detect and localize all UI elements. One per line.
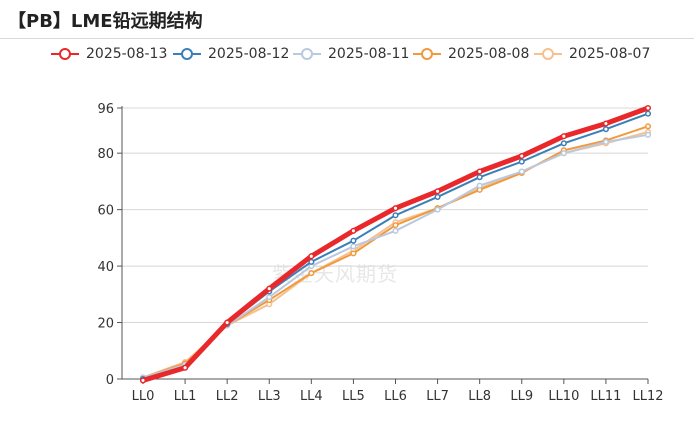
- data-point: [476, 168, 483, 175]
- x-tick-label: LL8: [468, 389, 491, 404]
- data-point: [644, 123, 652, 130]
- series-line: [142, 133, 649, 379]
- x-tick-label: LL0: [132, 389, 155, 404]
- legend-item[interactable]: 2025-08-11: [292, 43, 409, 65]
- y-tick-label: 0: [106, 373, 114, 388]
- data-point: [602, 126, 609, 133]
- data-point: [350, 227, 357, 234]
- legend-item[interactable]: 2025-08-08: [412, 43, 529, 65]
- data-point: [518, 158, 525, 165]
- data-point: [308, 253, 315, 260]
- legend-item[interactable]: 2025-08-13: [50, 43, 167, 65]
- data-point: [602, 120, 609, 127]
- y-tick-label: 96: [97, 102, 114, 117]
- data-point: [139, 377, 147, 384]
- data-point: [308, 270, 315, 277]
- data-point: [602, 138, 609, 145]
- legend-marker-icon: [413, 48, 441, 60]
- data-point: [350, 237, 357, 244]
- x-tick-label: LL2: [216, 389, 239, 404]
- x-tick-label: LL10: [548, 389, 579, 404]
- data-point: [392, 227, 399, 234]
- data-point: [308, 258, 315, 265]
- data-point: [476, 174, 483, 181]
- data-point: [560, 150, 567, 157]
- data-point: [350, 250, 357, 257]
- x-tick-label: LL7: [426, 389, 449, 404]
- y-tick-label: 40: [97, 260, 114, 275]
- x-tick-label: LL9: [510, 389, 533, 404]
- chart-title: 【PB】LME铅远期结构: [8, 11, 203, 32]
- y-tick-label: 60: [97, 204, 114, 219]
- data-point: [266, 285, 273, 292]
- legend-label: 2025-08-07: [569, 46, 651, 62]
- legend-marker-icon: [293, 48, 321, 60]
- x-tick-label: LL6: [384, 389, 407, 404]
- y-tick-label: 80: [97, 147, 114, 162]
- data-point: [434, 193, 441, 200]
- data-point: [182, 364, 189, 371]
- data-point: [476, 182, 483, 189]
- data-point: [350, 243, 357, 250]
- data-point: [518, 152, 525, 160]
- legend-marker-icon: [534, 48, 562, 60]
- data-point: [392, 222, 399, 229]
- data-point: [434, 188, 441, 195]
- x-tick-label: LL3: [258, 389, 281, 404]
- data-point: [392, 205, 399, 212]
- y-tick-label: 20: [97, 317, 114, 332]
- legend-item[interactable]: 2025-08-07: [533, 43, 650, 65]
- data-point: [560, 140, 567, 147]
- legend-marker-icon: [51, 48, 79, 60]
- series-line: [142, 130, 649, 379]
- data-point: [392, 212, 399, 219]
- data-point: [560, 133, 567, 140]
- data-point: [644, 110, 652, 117]
- x-tick-label: LL12: [632, 389, 663, 404]
- legend-label: 2025-08-08: [448, 46, 530, 62]
- data-point: [644, 131, 652, 138]
- legend-label: 2025-08-11: [328, 46, 410, 62]
- data-point: [224, 319, 231, 326]
- series-line: [142, 125, 649, 379]
- x-tick-label: LL5: [342, 389, 365, 404]
- x-tick-label: LL4: [300, 389, 323, 404]
- legend-item[interactable]: 2025-08-12: [172, 43, 289, 65]
- legend-label: 2025-08-13: [86, 46, 168, 62]
- x-tick-label: LL11: [590, 389, 621, 404]
- title-divider: [0, 38, 694, 39]
- legend: 2025-08-13 2025-08-12 2025-08-11 2025-08-08…: [0, 43, 694, 65]
- x-tick-label: LL1: [174, 389, 197, 404]
- data-point: [644, 104, 652, 112]
- legend-marker-icon: [173, 48, 201, 60]
- data-point: [434, 206, 441, 213]
- legend-label: 2025-08-12: [208, 46, 290, 62]
- data-point: [518, 168, 525, 175]
- data-point: [266, 294, 273, 301]
